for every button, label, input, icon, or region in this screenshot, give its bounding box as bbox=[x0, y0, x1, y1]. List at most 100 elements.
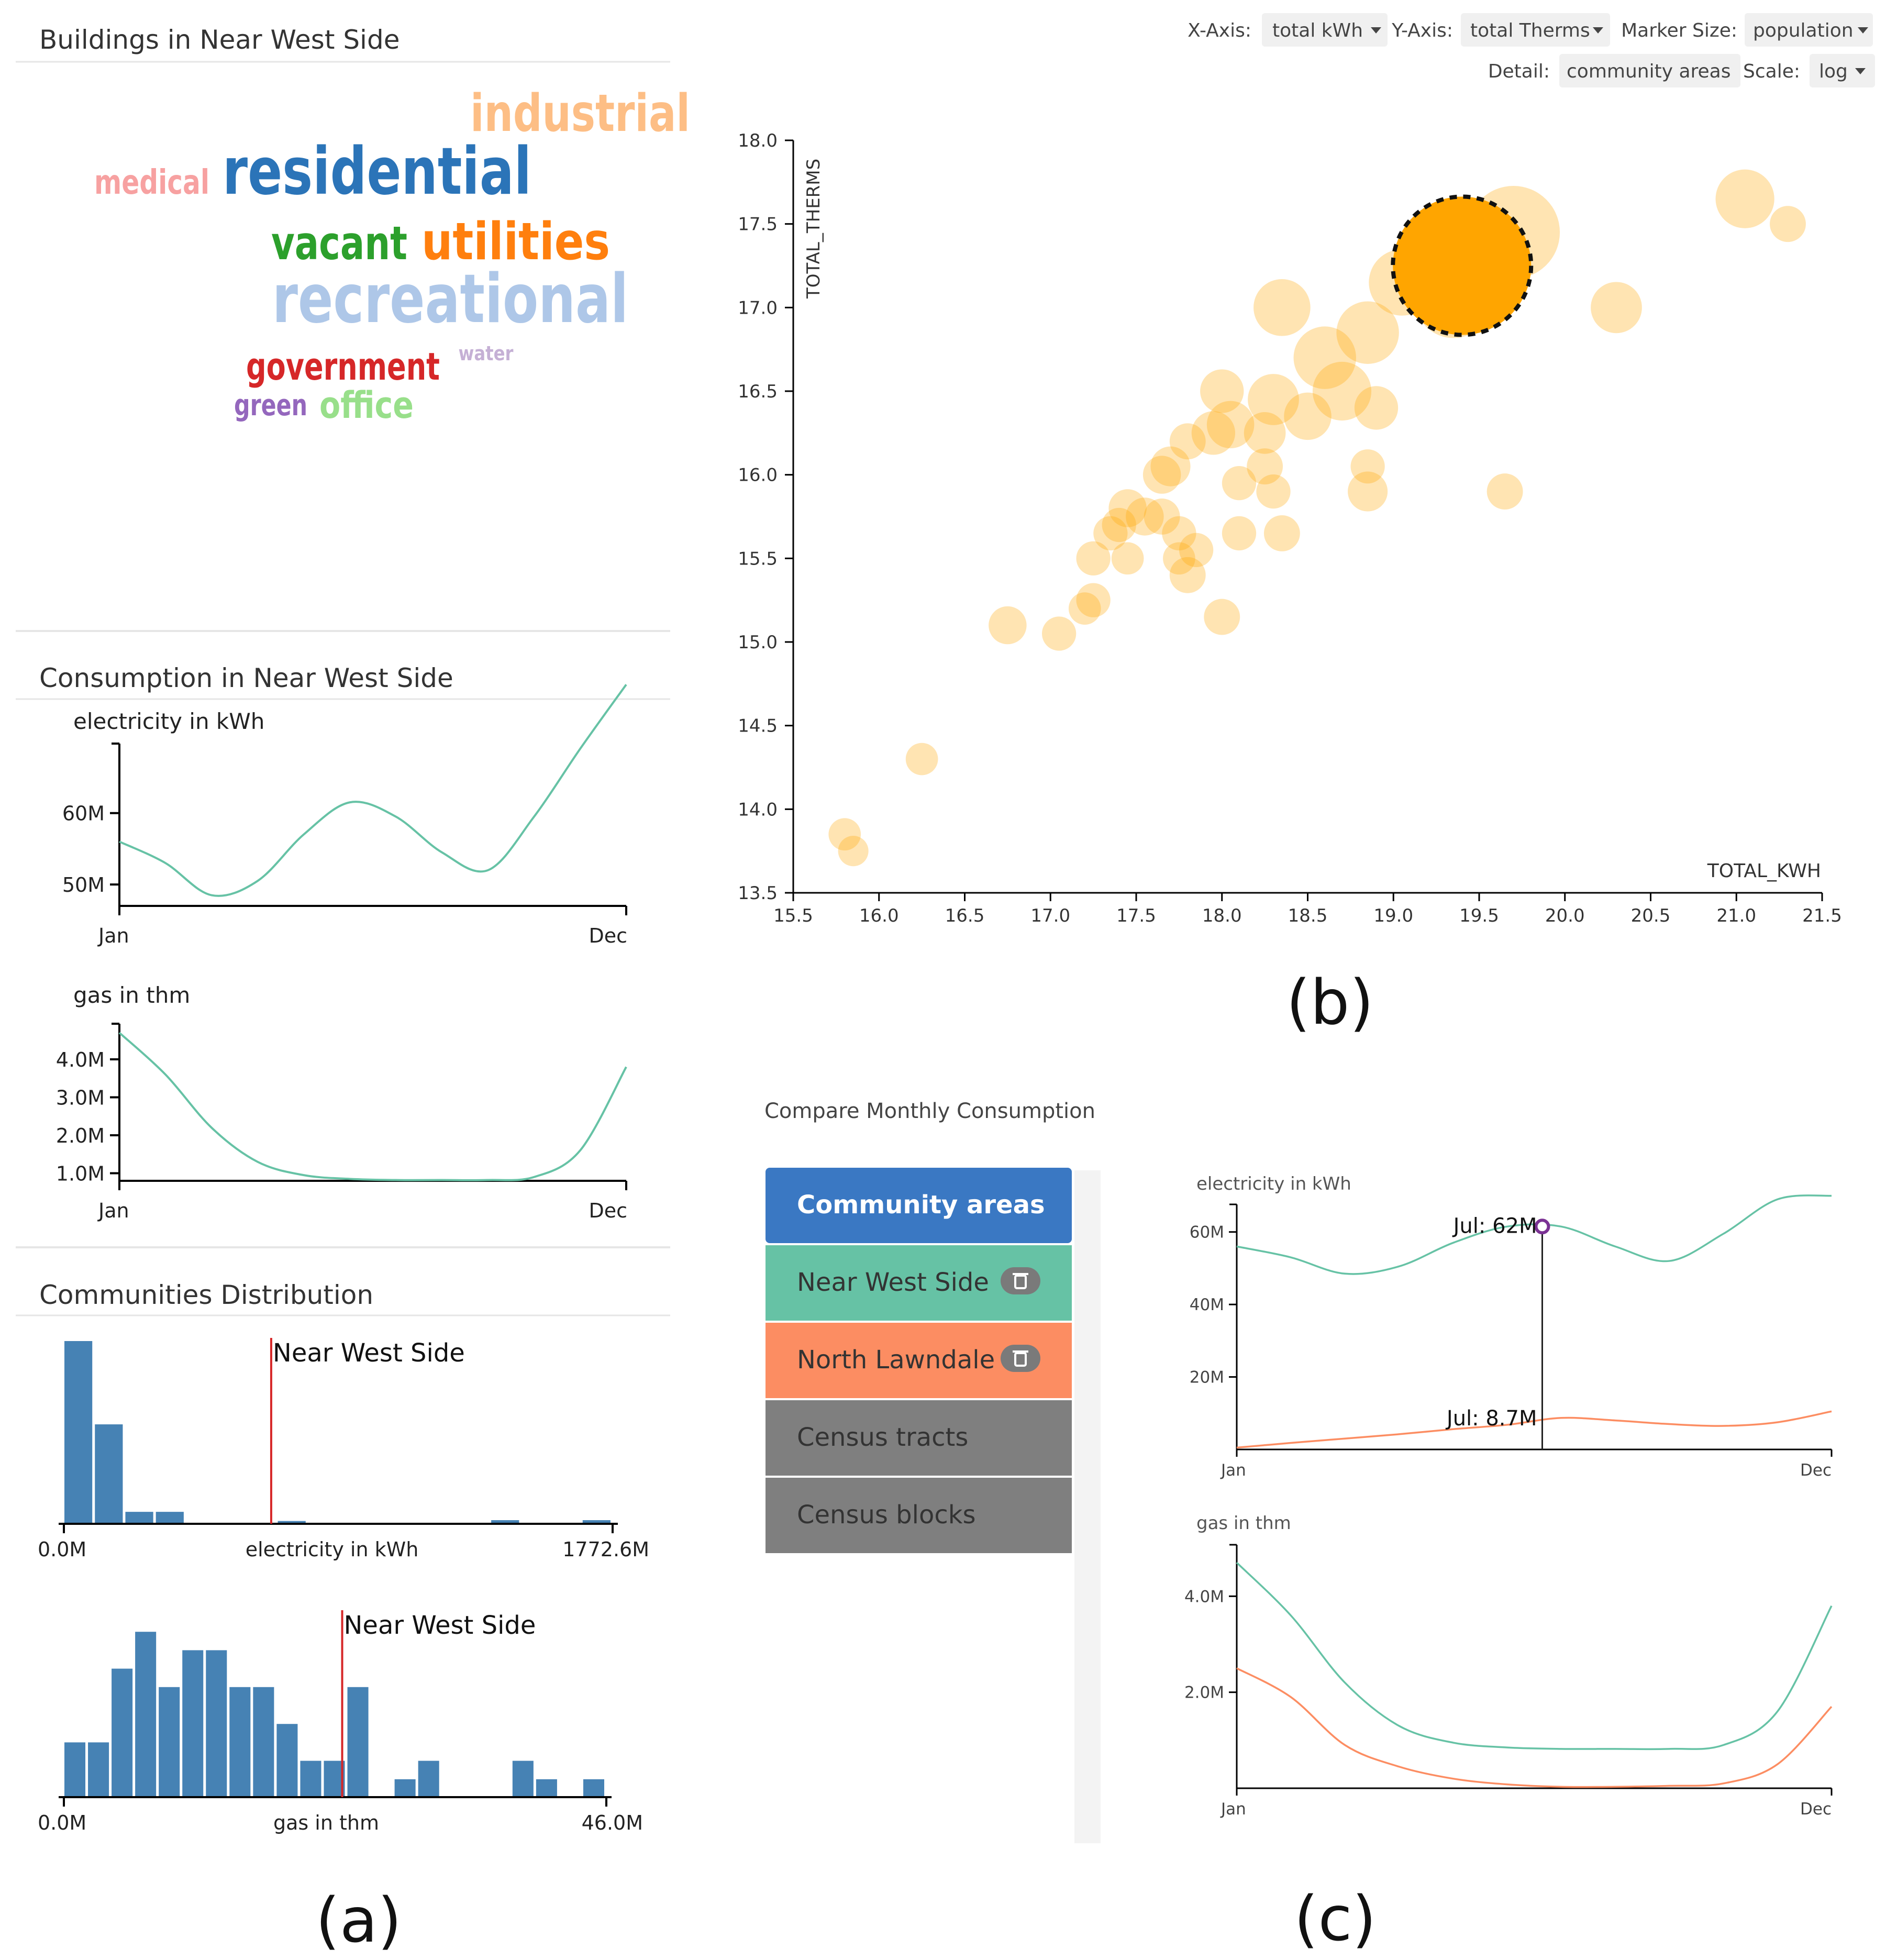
y-tick-label: 20M bbox=[1190, 1368, 1224, 1387]
data-point[interactable] bbox=[1591, 282, 1642, 334]
word-utilities[interactable]: utilities bbox=[421, 212, 610, 272]
data-point[interactable] bbox=[1179, 533, 1214, 568]
data-point[interactable] bbox=[1068, 592, 1101, 625]
data-point[interactable] bbox=[1162, 516, 1196, 551]
histogram-bar bbox=[87, 1741, 110, 1798]
data-point[interactable] bbox=[905, 743, 938, 776]
caret-down-icon bbox=[1855, 68, 1866, 74]
data-point[interactable] bbox=[1770, 206, 1806, 242]
data-point[interactable] bbox=[1293, 326, 1356, 389]
y-axis-title: gas in thm bbox=[1196, 1513, 1291, 1534]
word-industrial[interactable]: industrial bbox=[470, 84, 690, 143]
data-point[interactable] bbox=[1248, 374, 1299, 425]
y-tick-label: 16.0 bbox=[738, 465, 778, 486]
menu-item-census-blocks[interactable] bbox=[766, 1478, 1072, 1553]
data-point[interactable] bbox=[1102, 507, 1136, 542]
selected-data-point[interactable] bbox=[1391, 194, 1534, 337]
data-point[interactable] bbox=[1041, 616, 1077, 651]
detail-value: community areas bbox=[1567, 61, 1731, 82]
data-point[interactable] bbox=[1350, 449, 1385, 484]
data-point[interactable] bbox=[1263, 515, 1300, 551]
data-point[interactable] bbox=[1142, 456, 1181, 494]
data-point[interactable] bbox=[1126, 497, 1164, 536]
data-point[interactable] bbox=[1200, 369, 1244, 413]
y-axis-title: electricity in kWh bbox=[1196, 1173, 1351, 1194]
detail-dropdown[interactable] bbox=[1559, 54, 1740, 87]
word-green[interactable]: green bbox=[234, 389, 307, 423]
tooltip-low: Jul: 8.7M bbox=[1445, 1407, 1537, 1431]
y-axis-title: electricity in kWh bbox=[73, 708, 264, 734]
word-water[interactable]: water bbox=[459, 342, 514, 365]
data-point[interactable] bbox=[1222, 516, 1257, 551]
menu-scroll-track[interactable] bbox=[1074, 1170, 1101, 1843]
data-point[interactable] bbox=[1336, 301, 1399, 364]
gas-histogram: Near West Side 0.0M gas in thm 46.0M bbox=[38, 1610, 643, 1834]
data-point[interactable] bbox=[1108, 489, 1147, 527]
data-point[interactable] bbox=[1312, 361, 1372, 421]
y-axis-dropdown[interactable] bbox=[1461, 13, 1610, 47]
marker-size-value: population bbox=[1753, 20, 1854, 41]
data-point[interactable] bbox=[1206, 401, 1255, 449]
x-tick-label: 17.0 bbox=[1030, 905, 1070, 926]
data-point[interactable] bbox=[1222, 466, 1257, 501]
data-point[interactable] bbox=[1163, 542, 1195, 575]
y-tick-label: 17.0 bbox=[738, 297, 778, 318]
histogram-bar bbox=[393, 1778, 417, 1798]
y-tick-label: 2.0M bbox=[56, 1124, 105, 1147]
word-residential[interactable]: residential bbox=[223, 134, 531, 209]
data-point[interactable] bbox=[1348, 471, 1388, 512]
series-line-north-lawndale bbox=[1236, 1410, 1832, 1449]
word-office[interactable]: office bbox=[319, 384, 414, 427]
data-point[interactable] bbox=[1150, 446, 1191, 486]
word-government[interactable]: government bbox=[246, 345, 440, 389]
menu-item-community-areas[interactable] bbox=[766, 1168, 1072, 1243]
data-point[interactable] bbox=[1244, 412, 1286, 454]
data-point[interactable] bbox=[1093, 516, 1128, 551]
x-axis-dropdown[interactable] bbox=[1262, 13, 1388, 47]
data-point[interactable] bbox=[1253, 279, 1311, 336]
data-point[interactable] bbox=[1111, 542, 1144, 575]
x-tick-label: 15.5 bbox=[773, 905, 813, 926]
data-point[interactable] bbox=[838, 836, 869, 867]
y-tick-label: 13.5 bbox=[738, 883, 778, 904]
data-point[interactable] bbox=[1076, 541, 1111, 575]
compare-title: Compare Monthly Consumption bbox=[764, 1099, 1095, 1123]
word-medical[interactable]: medical bbox=[94, 163, 209, 202]
x-tick-label: Jan bbox=[97, 1199, 129, 1222]
y-tick-label: 4.0M bbox=[1184, 1587, 1224, 1606]
word-vacant[interactable]: vacant bbox=[271, 216, 407, 270]
histogram-bar bbox=[134, 1631, 158, 1798]
x-min-label: 0.0M bbox=[38, 1538, 86, 1561]
data-point[interactable] bbox=[1247, 448, 1283, 485]
caret-down-icon bbox=[1858, 27, 1868, 34]
data-point[interactable] bbox=[828, 818, 861, 851]
x-tick-label: 17.5 bbox=[1116, 905, 1156, 926]
data-point[interactable] bbox=[1354, 386, 1399, 430]
x-tick-label: Dec bbox=[589, 924, 627, 947]
data-point[interactable] bbox=[1486, 473, 1523, 510]
remove-button[interactable] bbox=[1001, 1267, 1040, 1294]
caret-down-icon bbox=[1593, 27, 1603, 34]
word-recreational[interactable]: recreational bbox=[272, 260, 628, 338]
data-point[interactable] bbox=[1169, 557, 1206, 593]
caret-down-icon bbox=[1371, 27, 1381, 34]
menu-item-census-tracts[interactable] bbox=[766, 1400, 1072, 1476]
data-point[interactable] bbox=[1256, 474, 1291, 509]
scale-dropdown[interactable] bbox=[1810, 54, 1875, 87]
data-point[interactable] bbox=[1169, 423, 1206, 460]
data-point[interactable] bbox=[1715, 169, 1774, 228]
data-point[interactable] bbox=[1204, 599, 1240, 635]
data-point[interactable] bbox=[1191, 411, 1236, 455]
remove-button[interactable] bbox=[1001, 1345, 1040, 1372]
data-point[interactable] bbox=[1144, 499, 1180, 535]
data-point[interactable] bbox=[1076, 583, 1111, 617]
selection-marker-label: Near West Side bbox=[273, 1338, 465, 1368]
panel-c: Compare Monthly Consumption Community ar… bbox=[764, 1099, 1833, 1955]
hover-point[interactable] bbox=[1534, 1219, 1550, 1235]
histogram-bar bbox=[346, 1686, 370, 1798]
data-point[interactable] bbox=[989, 606, 1027, 645]
marker-size-dropdown[interactable] bbox=[1745, 13, 1873, 47]
data-point[interactable] bbox=[1284, 392, 1332, 440]
y-tick-label: 14.5 bbox=[738, 716, 778, 737]
x-axis-label: X-Axis: bbox=[1188, 20, 1251, 41]
